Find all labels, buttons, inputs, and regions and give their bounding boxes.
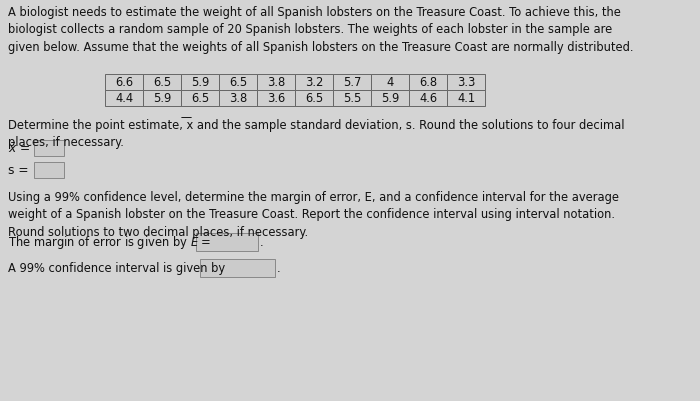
Bar — [447, 75, 485, 91]
Text: .: . — [260, 236, 264, 249]
Bar — [200, 259, 275, 277]
Bar — [34, 141, 64, 157]
Text: 6.5: 6.5 — [153, 76, 171, 89]
Text: A biologist needs to estimate the weight of all Spanish lobsters on the Treasure: A biologist needs to estimate the weight… — [8, 6, 634, 54]
Bar — [447, 91, 485, 107]
Text: A 99% confidence interval is given by: A 99% confidence interval is given by — [8, 262, 225, 275]
Text: 5.7: 5.7 — [343, 76, 361, 89]
Bar — [196, 233, 258, 251]
Text: $\bar{x}$ =: $\bar{x}$ = — [8, 142, 30, 155]
Bar — [143, 91, 181, 107]
Text: 6.5: 6.5 — [191, 92, 209, 105]
Bar — [105, 91, 143, 107]
Text: 5.9: 5.9 — [381, 92, 399, 105]
Text: 3.8: 3.8 — [229, 92, 247, 105]
Bar — [257, 91, 295, 107]
Bar — [333, 75, 371, 91]
Bar — [181, 91, 219, 107]
Text: .: . — [277, 262, 281, 275]
Text: 5.9: 5.9 — [191, 76, 209, 89]
Bar — [409, 75, 447, 91]
Text: 6.8: 6.8 — [419, 76, 437, 89]
Text: Determine the point estimate, ͞x and the sample standard deviation, s. Round the: Determine the point estimate, ͞x and the… — [8, 117, 624, 149]
Bar — [181, 75, 219, 91]
Text: 3.2: 3.2 — [304, 76, 323, 89]
Text: 6.6: 6.6 — [115, 76, 133, 89]
Text: The margin of error is given by $E$ =: The margin of error is given by $E$ = — [8, 234, 211, 251]
Bar — [371, 75, 409, 91]
Text: 4.6: 4.6 — [419, 92, 437, 105]
Text: 6.5: 6.5 — [229, 76, 247, 89]
Bar — [371, 91, 409, 107]
Text: 3.8: 3.8 — [267, 76, 285, 89]
Bar — [295, 75, 333, 91]
Bar — [219, 91, 257, 107]
Text: 3.6: 3.6 — [267, 92, 285, 105]
Bar — [143, 75, 181, 91]
Text: 4: 4 — [386, 76, 393, 89]
Bar — [105, 75, 143, 91]
Text: 6.5: 6.5 — [305, 92, 323, 105]
Bar — [219, 75, 257, 91]
Bar — [34, 162, 64, 178]
Bar — [295, 91, 333, 107]
Text: 4.1: 4.1 — [457, 92, 475, 105]
Bar — [257, 75, 295, 91]
Text: 5.5: 5.5 — [343, 92, 361, 105]
Text: s =: s = — [8, 164, 29, 177]
Bar — [333, 91, 371, 107]
Text: 3.3: 3.3 — [457, 76, 475, 89]
Bar — [409, 91, 447, 107]
Text: 4.4: 4.4 — [115, 92, 133, 105]
Text: 5.9: 5.9 — [153, 92, 171, 105]
Text: Using a 99% confidence level, determine the margin of error, E, and a confidence: Using a 99% confidence level, determine … — [8, 190, 619, 239]
